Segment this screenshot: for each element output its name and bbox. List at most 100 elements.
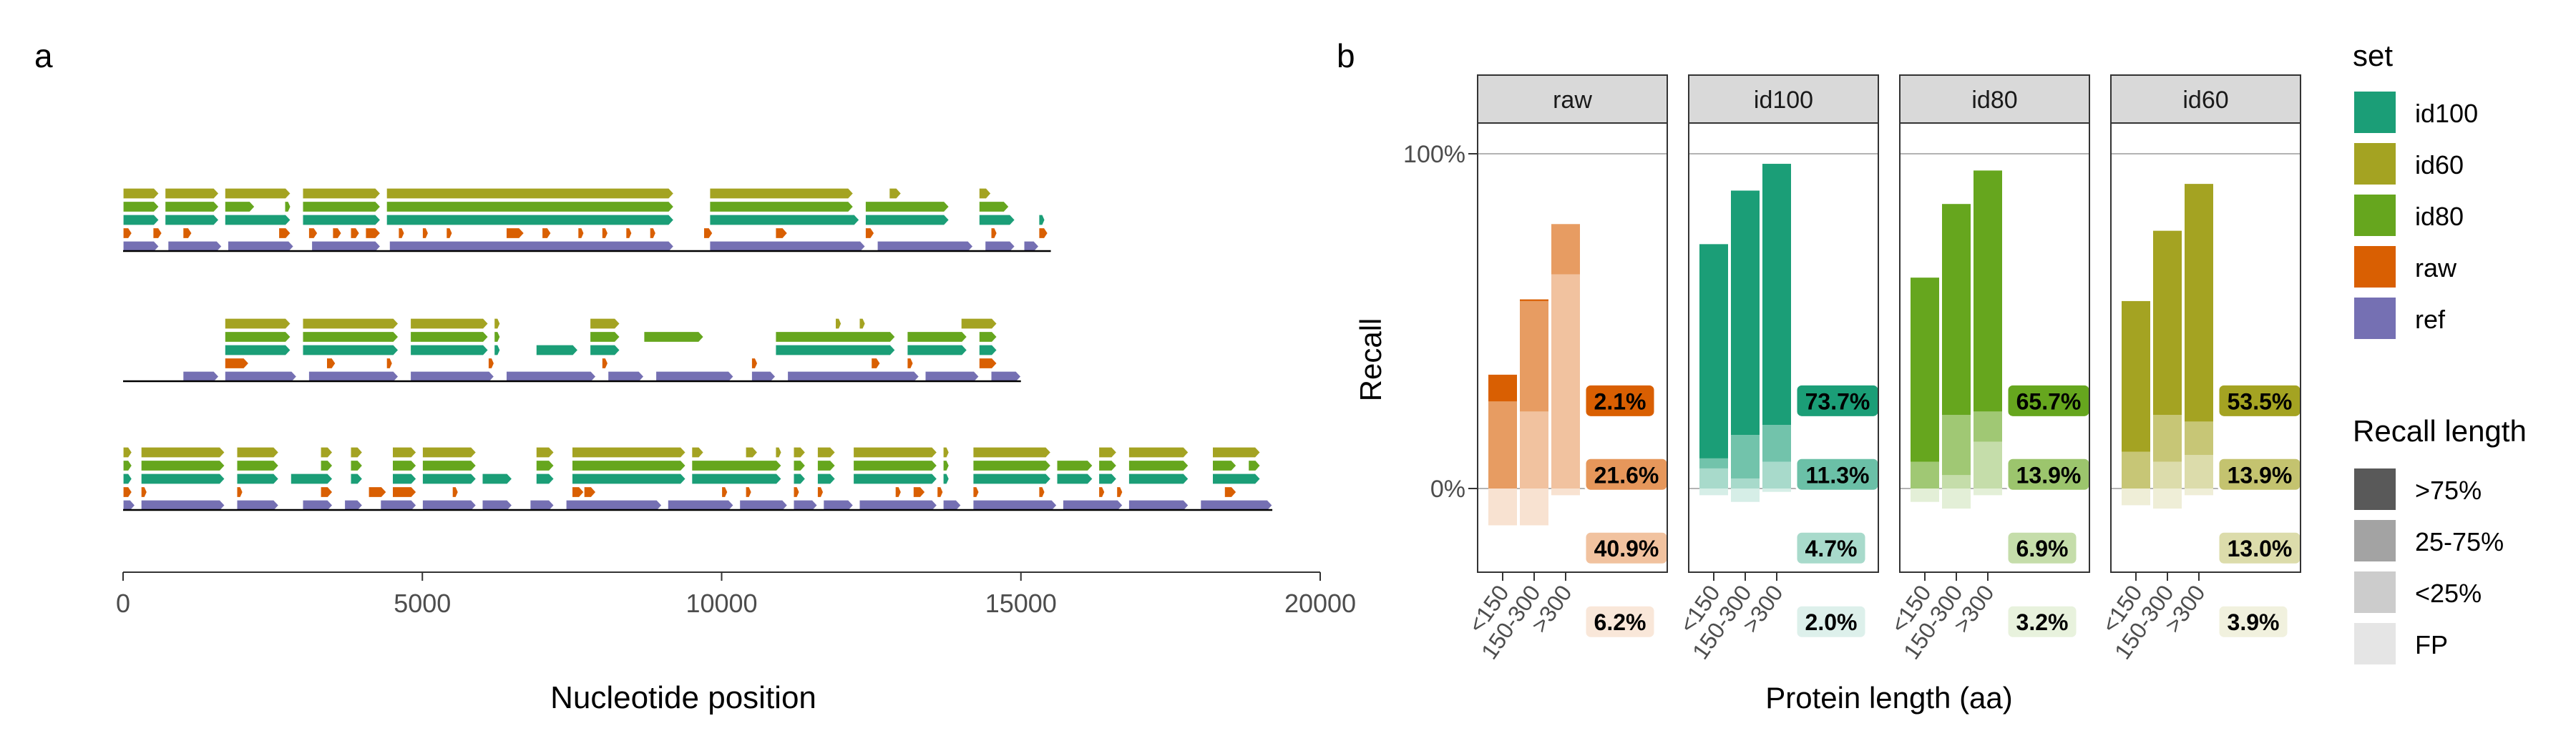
legend-label: >75%	[2415, 476, 2482, 505]
percent-label: 65.7%	[2016, 388, 2082, 414]
gene-arrow-id60	[493, 318, 501, 330]
gene-arrow-id100	[302, 344, 399, 356]
bar-segment	[1762, 461, 1791, 489]
gene-arrow-id100	[571, 473, 687, 485]
bar-segment	[2153, 461, 2182, 489]
gene-arrow-ref	[667, 499, 735, 511]
panel-label-b: b	[1337, 37, 1355, 74]
gene-arrow-raw	[583, 486, 597, 499]
gene-arrow-raw	[649, 227, 657, 240]
gene-arrow-id80	[165, 200, 220, 213]
gene-arrow-id100	[493, 344, 501, 356]
gene-arrow-id60	[122, 187, 160, 200]
gene-arrow-id80	[571, 459, 687, 472]
gene-arrow-id80	[775, 330, 896, 343]
facet-border	[1477, 122, 1668, 573]
gene-arrow-id60	[122, 446, 133, 458]
bar-segment	[1520, 300, 1548, 412]
gene-arrow-id60	[224, 187, 292, 200]
bar-segment	[1488, 401, 1517, 489]
percent-label: 3.2%	[2016, 609, 2069, 635]
gene-arrow-ref	[1128, 499, 1189, 511]
gene-arrow-raw	[505, 227, 525, 240]
gene-arrow-ref	[224, 370, 298, 383]
gene-arrow-ref	[505, 370, 597, 383]
gene-arrow-id100	[535, 344, 579, 356]
gene-arrow-raw	[421, 227, 429, 240]
gene-arrow-id60	[775, 446, 782, 458]
gene-arrow-id60	[409, 318, 489, 330]
gene-arrow-id100	[302, 214, 381, 226]
gene-arrow-ref	[236, 499, 280, 511]
gene-arrow-id100	[816, 473, 836, 485]
gene-arrow-raw	[816, 486, 824, 499]
gene-arrow-id60	[745, 446, 758, 458]
gene-arrow-id60	[165, 187, 220, 200]
gene-arrow-id100	[224, 344, 292, 356]
gene-arrow-id100	[421, 473, 477, 485]
gene-arrow-id80	[852, 459, 938, 472]
gene-arrow-id60	[978, 187, 992, 200]
gene-arrow-id80	[978, 330, 998, 343]
gene-arrow-id100	[391, 473, 417, 485]
gene-arrow-id60	[691, 446, 705, 458]
gene-arrow-id60	[302, 187, 381, 200]
gene-arrow-id80	[302, 330, 399, 343]
bar-segment	[2153, 230, 2182, 416]
legend-swatch-recall	[2354, 623, 2396, 664]
bar-segment	[1488, 374, 1517, 402]
gene-arrow-ref	[565, 499, 663, 511]
gene-arrow-id100	[140, 473, 226, 485]
bar-segment	[2185, 184, 2213, 422]
gene-arrow-id100	[1128, 473, 1189, 485]
gene-arrow-id80	[1211, 459, 1237, 472]
bar-segment-fp	[1974, 489, 2002, 496]
gene-arrow-id80	[1247, 459, 1262, 472]
percent-label: 11.3%	[1806, 462, 1870, 488]
gene-arrow-ref	[227, 240, 295, 252]
gene-arrow-id80	[535, 459, 555, 472]
gene-arrow-raw	[122, 486, 133, 499]
gene-arrow-raw	[721, 486, 728, 499]
bar-segment-fp	[1551, 489, 1580, 496]
gene-arrow-id80	[493, 330, 501, 343]
legend-swatch-id60	[2354, 143, 2396, 185]
gene-arrow-ref	[1023, 240, 1040, 252]
gene-arrow-ref	[380, 499, 417, 511]
recall-bar-panel: 100%0%raw<150150-300>3002.1%21.6%40.9%6.…	[1403, 74, 2303, 664]
percent-label: 3.9%	[2228, 609, 2280, 635]
percent-label: 6.9%	[2016, 536, 2069, 561]
gene-arrow-id100	[482, 473, 513, 485]
x-tick-label: 10000	[686, 589, 757, 618]
bar-segment	[1762, 164, 1791, 426]
gene-arrow-raw	[793, 486, 800, 499]
gene-arrow-raw	[541, 227, 552, 240]
gene-arrow-id100	[793, 473, 806, 485]
gene-arrow-id100	[535, 473, 555, 485]
gene-arrow-id60	[960, 318, 998, 330]
gene-arrow-raw	[446, 227, 453, 240]
gene-arrow-id80	[122, 200, 160, 213]
bar-segment	[2122, 451, 2150, 489]
gene-arrow-ref	[343, 499, 364, 511]
percent-label: 53.5%	[2228, 388, 2293, 414]
gene-arrow-id60	[859, 318, 866, 330]
gene-arrow-ref	[167, 240, 223, 252]
gene-arrow-ref	[859, 499, 938, 511]
gene-arrow-raw	[122, 227, 133, 240]
legend-swatch-recall	[2354, 468, 2396, 510]
gene-arrow-id60	[391, 446, 417, 458]
gene-arrow-id60	[535, 446, 555, 458]
gene-arrow-id100	[1056, 473, 1093, 485]
bar-segment	[1911, 461, 1939, 489]
gene-arrow-raw	[601, 357, 609, 370]
gene-arrow-raw	[1038, 486, 1045, 499]
gene-arrow-id80	[421, 459, 477, 472]
gene-arrow-id60	[972, 446, 1052, 458]
bar-segment-fp	[2185, 489, 2213, 496]
gene-arrow-id100	[122, 473, 133, 485]
gene-arrow-id80	[907, 330, 968, 343]
gene-arrow-ref	[140, 499, 226, 511]
gene-arrow-id80	[1056, 459, 1093, 472]
gene-arrow-id80	[284, 200, 291, 213]
